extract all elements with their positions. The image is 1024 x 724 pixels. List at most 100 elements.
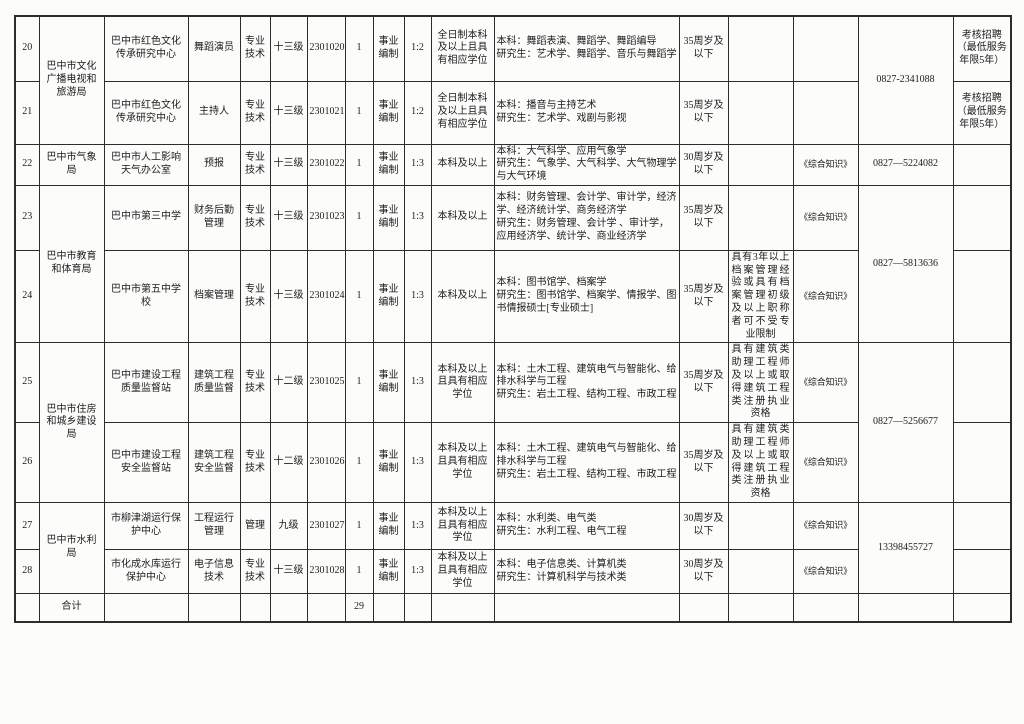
cell-seq: 22 [14,143,40,186]
cell-remark [952,249,1012,344]
cell-age: 30周岁及以下 [678,549,729,595]
cell-ratio: 1:2 [403,15,432,82]
cell-exam [792,593,859,623]
cell-ratio: 1:3 [403,184,432,251]
cell-remark [952,593,1012,623]
cell-other-req [727,15,794,82]
cell-code: 2301025 [306,342,346,424]
cell-grade: 十三级 [269,249,308,344]
cell-code: 2301024 [306,249,346,344]
cell-code: 2301021 [306,80,346,145]
table-row-27: 27 巴中市水利局 市柳津湖运行保护中心 工程运行管理 管理 九级 230102… [14,502,1012,595]
cell-education: 本科及以上 [430,249,495,344]
cell-major: 本科：播音与主持艺术 研究生：艺术学、戏剧与影视 [493,80,680,145]
recruitment-table: 20 巴中市文化广播电视和旅游局 巴中市红色文化传承研究中心 舞蹈演员 专业技术… [14,15,1012,623]
cell-major [493,593,680,623]
cell-exam: 《综合知识》 [792,184,859,251]
cell-dept: 巴中市气象局 [38,143,105,186]
cell-ratio: 1:3 [403,249,432,344]
cell-remark [952,549,1012,595]
cell-remark [952,143,1012,186]
cell-code: 2301020 [306,15,346,82]
cell-phone [857,593,954,623]
cell-post: 舞蹈演员 [187,15,241,82]
cell-count: 1 [344,342,374,424]
total-label: 合计 [38,593,105,623]
cell-remark: 考核招聘（最低服务年限5年） [952,15,1012,82]
cell-dept: 巴中市文化广播电视和旅游局 [38,15,105,145]
table-row-23: 23 巴中市教育和体育局 巴中市第三中学 财务后勤管理 专业技术 十三级 230… [14,184,1012,344]
cell-code: 2301028 [306,549,346,595]
cell-age: 35周岁及以下 [678,422,729,504]
cell-other-req [727,143,794,186]
cell-age [678,593,729,623]
cell-age: 35周岁及以下 [678,80,729,145]
cell-education: 本科及以上且具有相应学位 [430,422,495,504]
table-row-25: 25 巴中市住房和城乡建设局 巴中市建设工程质量监督站 建筑工程质量监督 专业技… [14,342,1012,504]
cell-seq: 27 [14,502,40,551]
cell-category: 管理 [239,502,271,551]
cell-unit: 市化成水库运行保护中心 [103,549,189,595]
cell-seq: 28 [14,549,40,595]
table-row-22: 22 巴中市气象局 巴中市人工影响天气办公室 预报 专业技术 十三级 23010… [14,143,1012,186]
cell-education: 本科及以上 [430,184,495,251]
cell-exam: 《综合知识》 [792,422,859,504]
cell-seq: 23 [14,184,40,251]
cell-unit: 巴中市建设工程安全监督站 [103,422,189,504]
cell-age: 30周岁及以下 [678,143,729,186]
cell-category: 专业技术 [239,342,271,424]
cell-exam: 《综合知识》 [792,502,859,551]
cell-phone: 0827—5256677 [857,342,954,504]
cell-seq: 25 [14,342,40,424]
cell-phone: 0827—5224082 [857,143,954,186]
cell-other-req [727,80,794,145]
cell-other-req [727,502,794,551]
cell-count: 1 [344,80,374,145]
cell-establishment: 事业编制 [372,502,405,551]
cell-post: 建筑工程质量监督 [187,342,241,424]
cell-dept: 巴中市住房和城乡建设局 [38,342,105,504]
cell-category [239,593,271,623]
cell-age: 35周岁及以下 [678,249,729,344]
cell-seq: 21 [14,80,40,145]
cell-category: 专业技术 [239,249,271,344]
cell-count: 1 [344,143,374,186]
cell-code: 2301022 [306,143,346,186]
cell-exam: 《综合知识》 [792,143,859,186]
cell-ratio: 1:3 [403,143,432,186]
cell-remark: 考核招聘（最低服务年限5年） [952,80,1012,145]
cell-phone: 0827—5813636 [857,184,954,344]
cell-category: 专业技术 [239,143,271,186]
cell-ratio: 1:3 [403,422,432,504]
cell-unit: 巴中市建设工程质量监督站 [103,342,189,424]
cell-remark [952,422,1012,504]
cell-exam [792,15,859,82]
cell-ratio: 1:3 [403,502,432,551]
cell-count: 1 [344,422,374,504]
cell-establishment [372,593,405,623]
cell-post [187,593,241,623]
cell-establishment: 事业编制 [372,143,405,186]
cell-education: 本科及以上且具有相应学位 [430,342,495,424]
cell-exam [792,80,859,145]
cell-unit: 巴中市第五中学校 [103,249,189,344]
cell-unit: 巴中市红色文化传承研究中心 [103,15,189,82]
cell-post: 财务后勤管理 [187,184,241,251]
cell-other-req: 具有建筑类助理工程师及以上或取得建筑工程类注册执业资格 [727,422,794,504]
cell-category: 专业技术 [239,549,271,595]
cell-seq: 20 [14,15,40,82]
cell-establishment: 事业编制 [372,422,405,504]
cell-code: 2301027 [306,502,346,551]
cell-code [306,593,346,623]
cell-unit [103,593,189,623]
cell-major: 本科：土木工程、建筑电气与智能化、给排水科学与工程 研究生：岩土工程、结构工程、… [493,422,680,504]
cell-grade: 十三级 [269,143,308,186]
cell-remark [952,184,1012,251]
cell-phone: 13398455727 [857,502,954,595]
cell-count: 1 [344,184,374,251]
cell-establishment: 事业编制 [372,184,405,251]
cell-code: 2301026 [306,422,346,504]
table-row-21: 21 巴中市红色文化传承研究中心 主持人 专业技术 十三级 2301021 1 … [14,80,1012,145]
cell-grade: 十二级 [269,342,308,424]
